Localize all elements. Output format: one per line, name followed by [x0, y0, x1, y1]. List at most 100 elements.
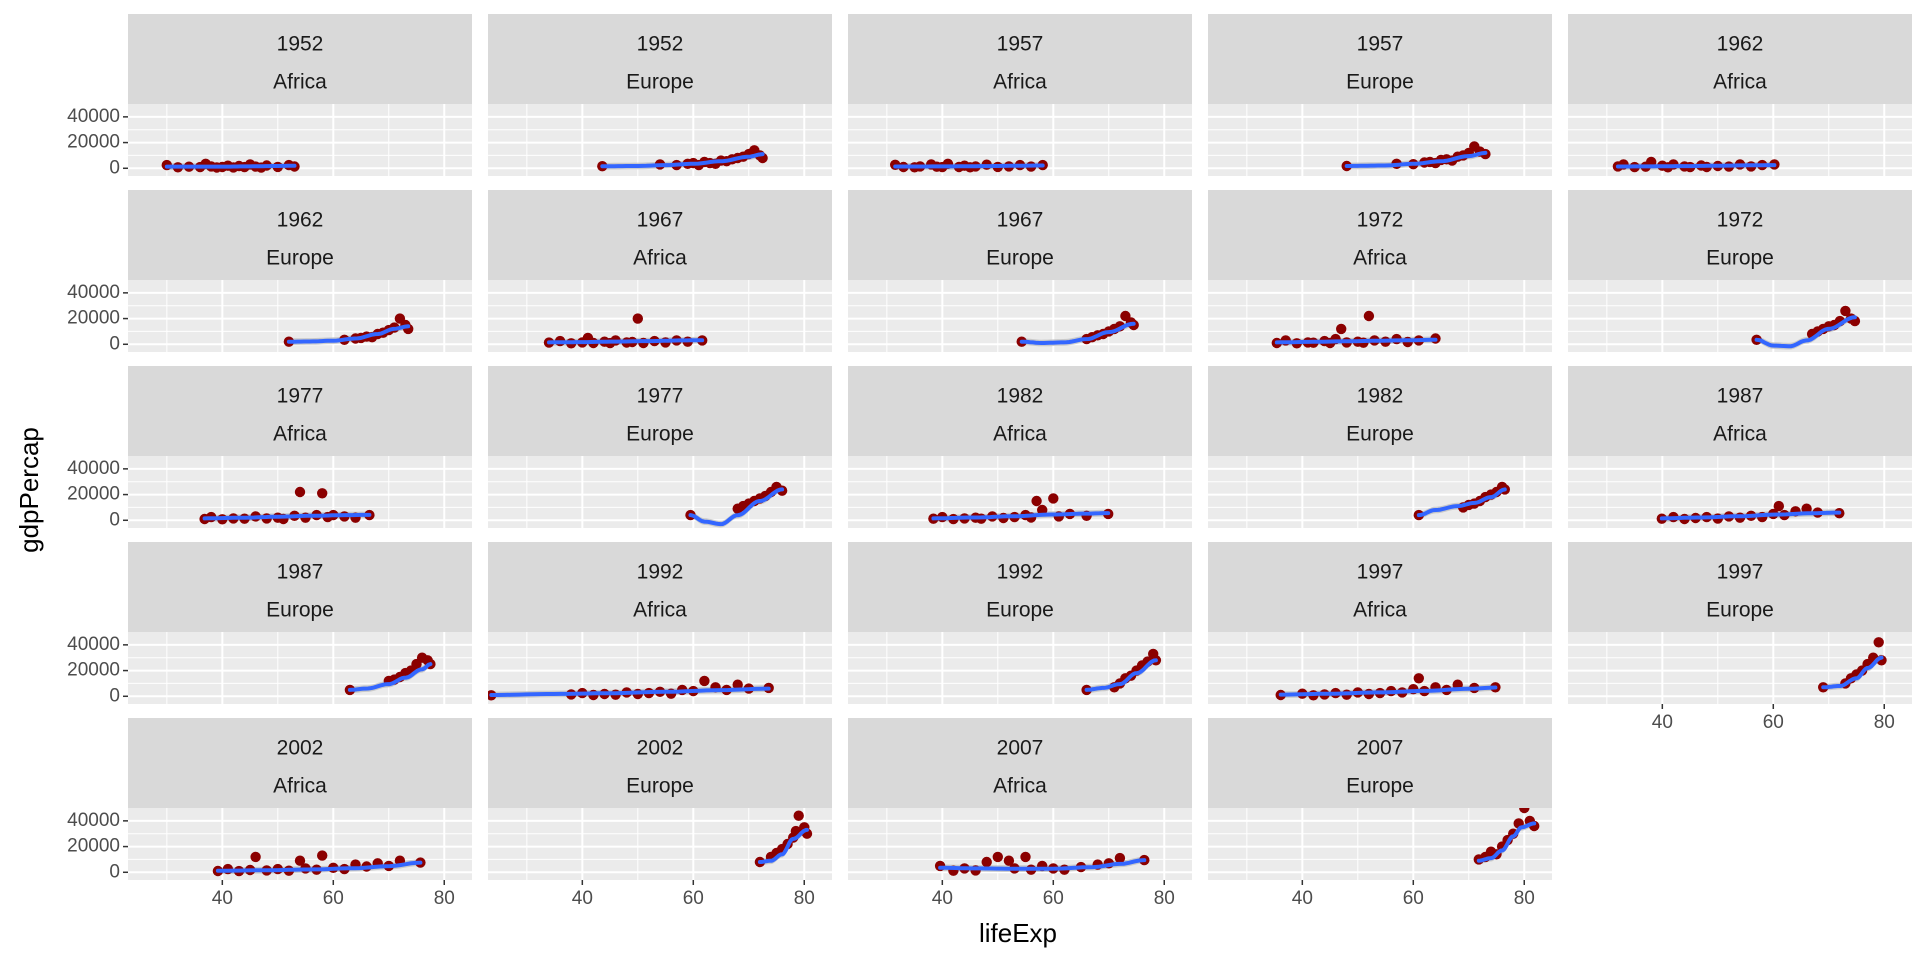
strip-label-year: 1972 — [1717, 209, 1764, 232]
smooth-line — [164, 163, 297, 169]
strip-label-continent: Africa — [993, 423, 1047, 446]
facet-strip — [1208, 542, 1552, 632]
panel-grid — [1208, 280, 1552, 352]
strip-label-year: 1997 — [1717, 561, 1764, 584]
data-point — [1031, 495, 1042, 507]
panel-grid — [1208, 808, 1552, 880]
strip-label-year: 1987 — [277, 561, 324, 584]
data-point — [294, 486, 306, 498]
facet-panel: 1987 Africa — [1568, 366, 1912, 528]
strip-label-year: 1952 — [277, 33, 324, 56]
panel-plot — [543, 313, 708, 349]
facet-panel: 1967 Europe — [848, 190, 1192, 352]
strip-label-year: 1962 — [1717, 33, 1764, 56]
smooth-line — [938, 858, 1147, 871]
facet-panel: 1977 Europe — [488, 366, 832, 528]
strip-label-year: 1957 — [1357, 33, 1404, 56]
facet-panel: 1952 Africa 0 20000 40000 — [67, 14, 472, 178]
facet-panels: 1952Africa020000400001952Europe1957Afric… — [67, 14, 1912, 909]
strip-label-year: 1982 — [1357, 385, 1404, 408]
strip-label-continent: Europe — [266, 599, 334, 622]
smooth-line — [547, 338, 705, 345]
panel-plot — [1473, 808, 1540, 865]
data-point — [1003, 855, 1015, 866]
strip-label-continent: Europe — [1346, 423, 1414, 446]
facet-strip — [848, 190, 1192, 280]
strip-label-year: 2002 — [637, 737, 684, 760]
panel-grid — [848, 808, 1192, 880]
panel-plot — [1612, 156, 1780, 173]
y-tick-label: 0 — [109, 685, 120, 706]
facet-strip — [1568, 14, 1912, 104]
facet-panel: 2007 Europe 40 60 80 — [1208, 718, 1552, 909]
strip-label-continent: Europe — [626, 423, 694, 446]
facet-strip — [848, 718, 1192, 808]
smooth-line — [757, 827, 809, 864]
smooth-line — [1659, 510, 1842, 521]
y-tick-label: 0 — [109, 509, 120, 530]
y-tick-label: 20000 — [67, 484, 120, 505]
y-tick-label: 40000 — [67, 282, 120, 303]
facet-panel: 1977 Africa 0 20000 40000 — [67, 366, 472, 530]
data-point — [1519, 808, 1530, 814]
facet-panel: 1957 Africa — [848, 14, 1192, 176]
data-point — [699, 675, 710, 687]
data-point — [1114, 852, 1126, 864]
data-point — [632, 313, 643, 324]
data-point — [1048, 493, 1059, 504]
strip-label-continent: Europe — [626, 71, 694, 94]
y-tick-label: 20000 — [67, 660, 120, 681]
strip-label-year: 1972 — [1357, 209, 1404, 232]
y-tick-label: 20000 — [67, 836, 120, 857]
panel-grid — [128, 104, 472, 176]
strip-label-continent: Africa — [633, 247, 687, 270]
strip-label-continent: Africa — [273, 775, 327, 798]
panel-plot — [934, 851, 1150, 876]
panel-plot — [199, 486, 375, 525]
panel-grid — [1568, 456, 1912, 528]
smooth-line — [1278, 685, 1498, 697]
strip-label-continent: Europe — [626, 775, 694, 798]
facet-panel: 1982 Europe — [1208, 366, 1552, 528]
data-point — [1413, 673, 1425, 684]
facet-strip — [488, 14, 832, 104]
smooth-line — [1084, 658, 1158, 692]
strip-label-year: 2007 — [997, 737, 1044, 760]
strip-label-continent: Africa — [273, 423, 327, 446]
data-point — [1773, 500, 1785, 512]
x-tick-label: 80 — [1874, 712, 1895, 733]
strip-label-continent: Africa — [1713, 71, 1767, 94]
facet-strip — [488, 542, 832, 632]
smooth-confidence-band — [349, 660, 431, 694]
strip-label-continent: Africa — [273, 71, 327, 94]
smooth-line — [893, 163, 1045, 169]
smooth-line — [600, 152, 765, 169]
strip-label-year: 1962 — [277, 209, 324, 232]
smooth-line — [489, 686, 771, 697]
facet-panel: 1967 Africa — [488, 190, 832, 352]
y-tick-label: 0 — [109, 157, 120, 178]
panel-plot — [1818, 637, 1887, 693]
x-tick-label: 60 — [1763, 712, 1784, 733]
facet-panel: 1987 Europe 0 20000 40000 — [67, 542, 472, 706]
x-axis-title: lifeExp — [979, 918, 1057, 948]
smooth-line — [1821, 655, 1884, 690]
panel-plot — [212, 850, 426, 877]
x-tick-label: 40 — [212, 888, 233, 909]
x-tick-label: 40 — [932, 888, 953, 909]
panel-plot — [344, 652, 436, 696]
panel-plot — [1275, 673, 1501, 701]
facet-strip — [1568, 190, 1912, 280]
facet-panel: 1997 Africa — [1208, 542, 1552, 704]
data-point — [981, 856, 992, 868]
x-tick-label: 60 — [1403, 888, 1424, 909]
panel-plot — [928, 493, 1114, 525]
data-point — [1037, 504, 1048, 516]
data-point — [1020, 851, 1031, 863]
smooth-line — [931, 511, 1111, 521]
facet-strip — [1568, 542, 1912, 632]
panel-plot — [1751, 305, 1861, 350]
facet-strip — [128, 14, 472, 104]
strip-label-continent: Europe — [266, 247, 334, 270]
panel-plot — [488, 675, 774, 701]
